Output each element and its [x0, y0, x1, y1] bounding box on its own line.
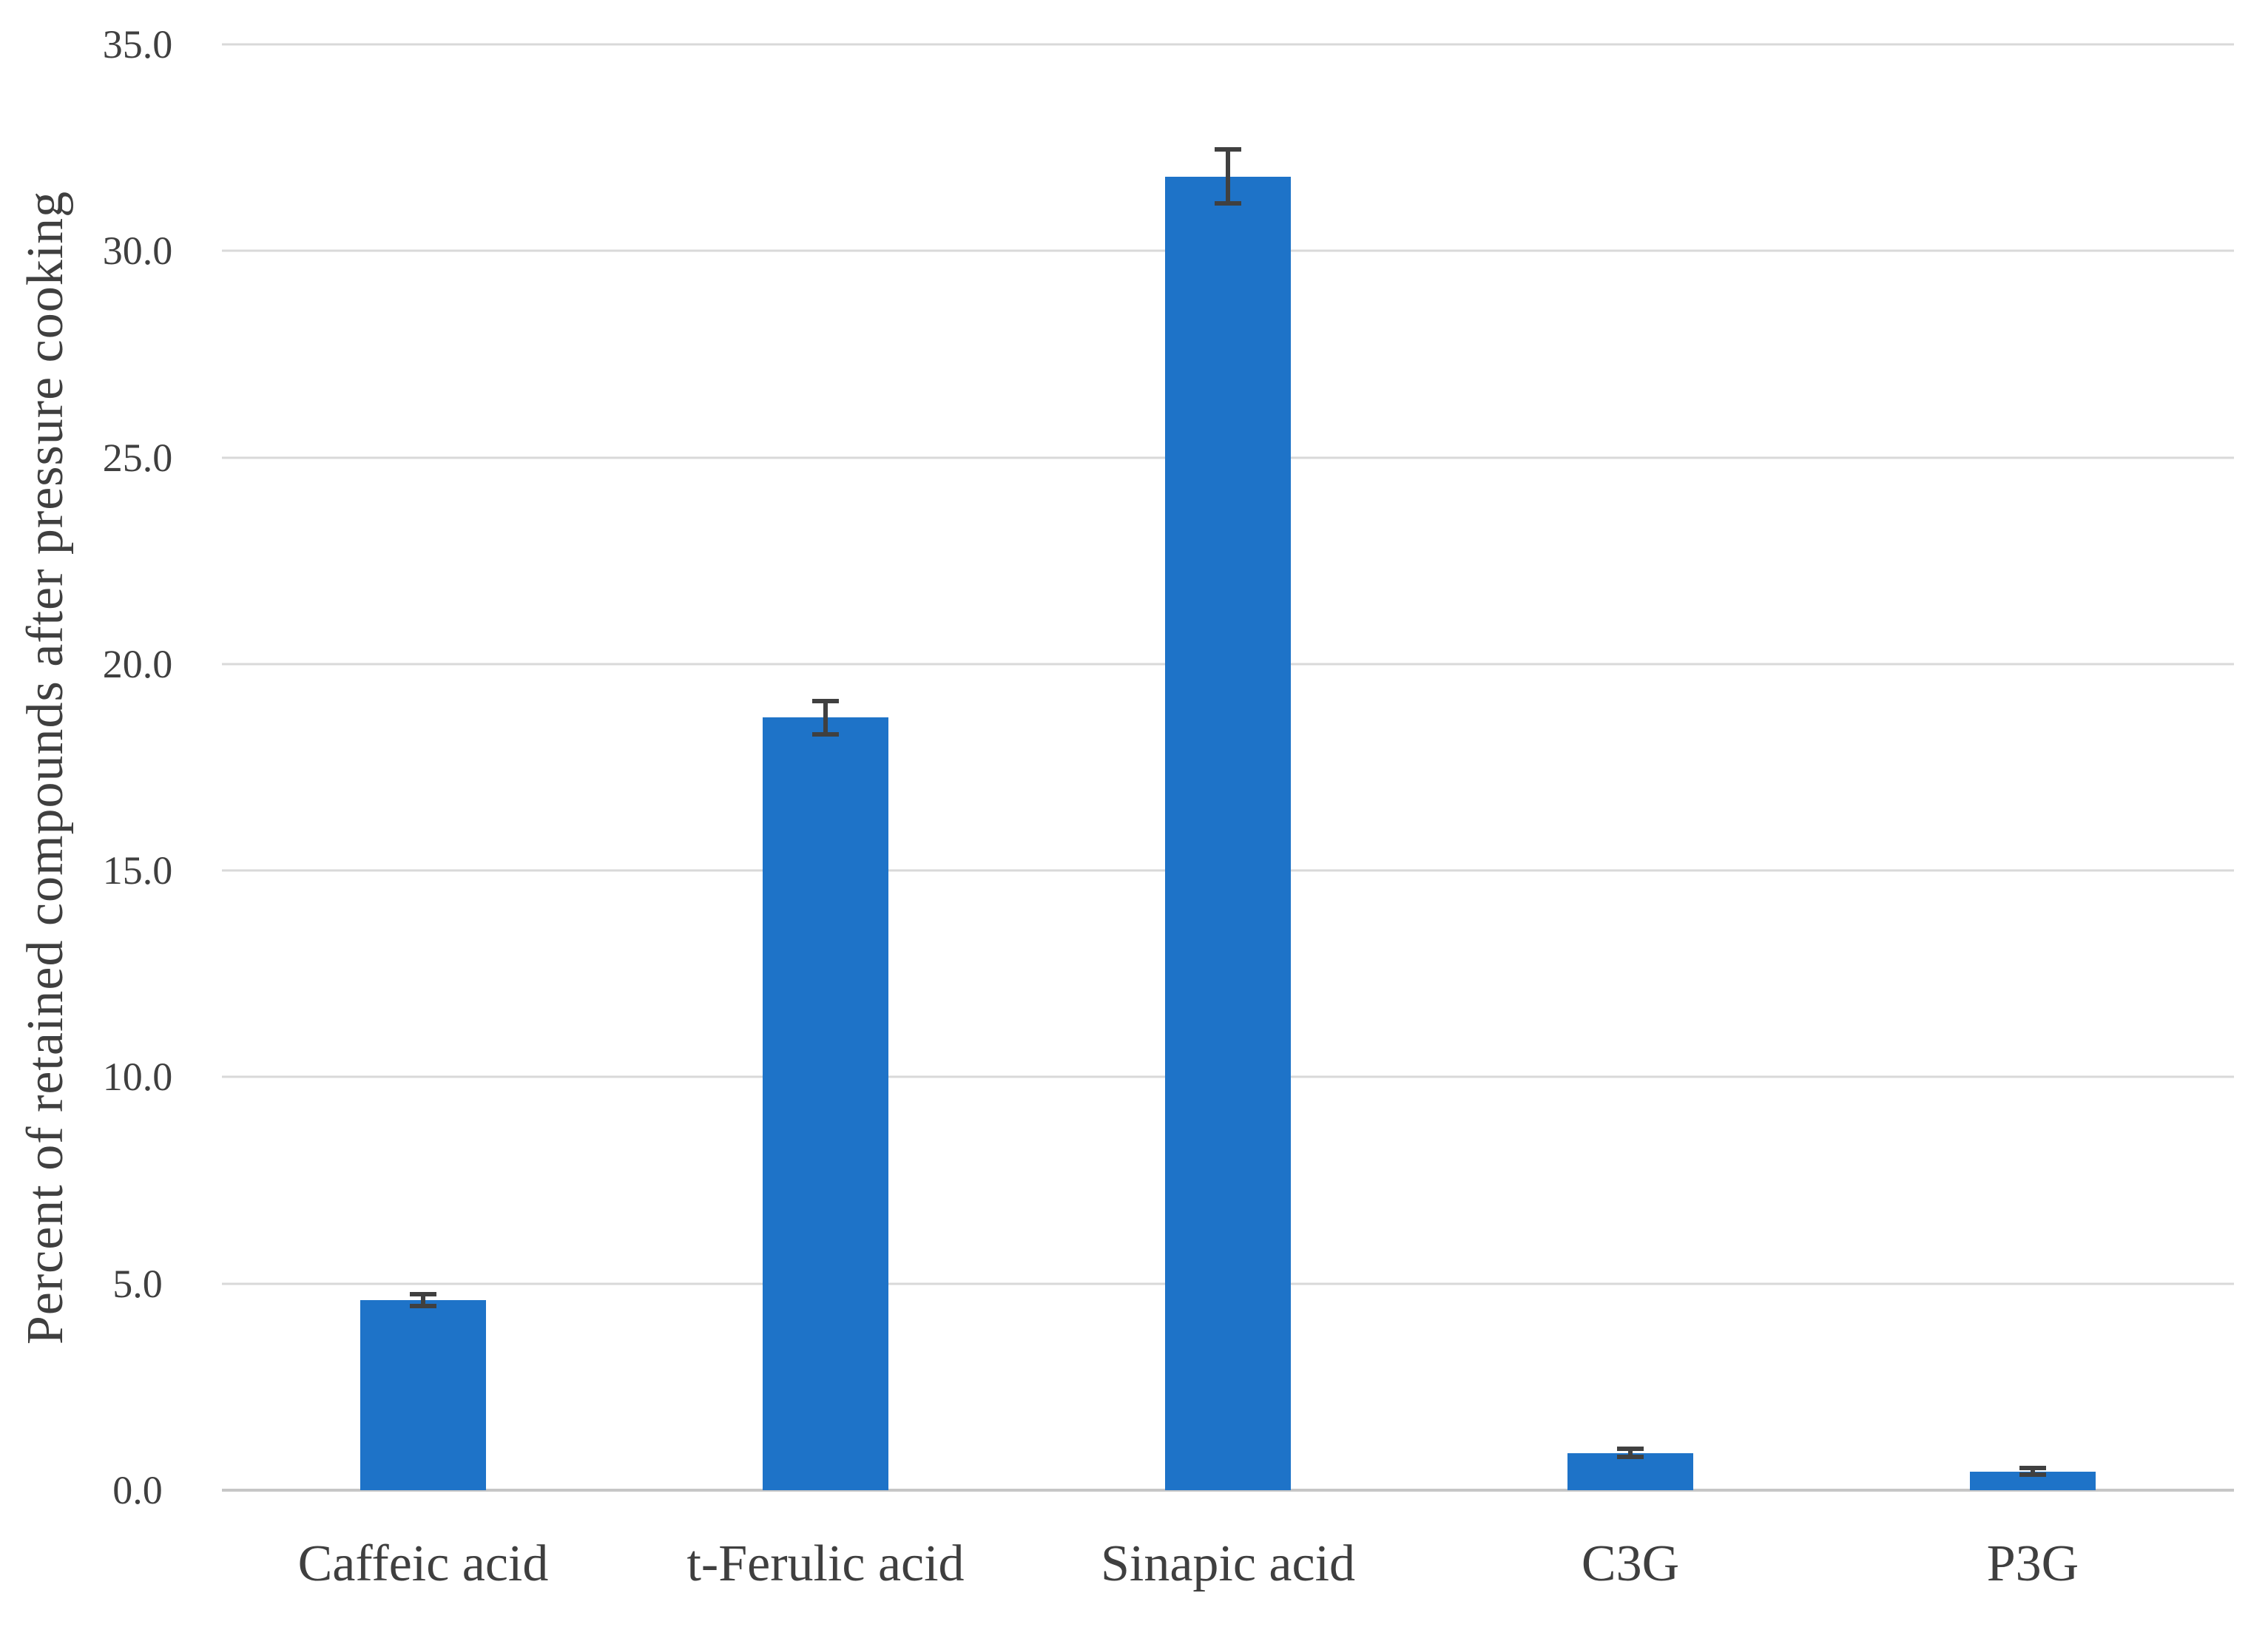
bar-t-ferulic-acid — [763, 717, 888, 1490]
y-tick-label-25.0: 25.0 — [102, 435, 173, 480]
x-category-label-t-ferulic-acid: t-Ferulic acid — [686, 1535, 965, 1592]
error-bar-cap-top-p3g — [2019, 1466, 2046, 1471]
error-bar-cap-bottom-caffeic-acid — [410, 1304, 436, 1309]
x-axis-baseline — [222, 1489, 2234, 1492]
plot-area — [222, 43, 2234, 1492]
x-category-label-p3g: P3G — [1986, 1535, 2079, 1592]
bar-slot-caffeic-acid — [222, 44, 624, 1490]
y-tick-label-35.0: 35.0 — [102, 22, 173, 67]
y-tick-label-20.0: 20.0 — [102, 641, 173, 686]
bar-slot-sinapic-acid — [1027, 44, 1429, 1490]
error-bar-c3g — [1628, 1449, 1633, 1458]
bar-slot-t-ferulic-acid — [624, 44, 1027, 1490]
error-bar-t-ferulic-acid — [823, 701, 828, 734]
bar-slot-p3g — [1832, 44, 2234, 1490]
gridline — [222, 43, 2234, 46]
error-bar-cap-top-sinapic-acid — [1215, 147, 1241, 152]
bar-slot-c3g — [1429, 44, 1832, 1490]
y-tick-label-30.0: 30.0 — [102, 229, 173, 274]
error-bar-p3g — [2031, 1468, 2035, 1475]
error-bar-cap-bottom-c3g — [1617, 1455, 1644, 1460]
bar-caffeic-acid — [360, 1300, 486, 1490]
y-tick-label-10.0: 10.0 — [102, 1055, 173, 1100]
error-bar-sinapic-acid — [1226, 149, 1230, 204]
error-bar-caffeic-acid — [421, 1293, 425, 1307]
error-bar-cap-top-c3g — [1617, 1447, 1644, 1452]
y-axis-ticks: 0.0 5.0 10.0 15.0 20.0 25.0 30.0 35.0 — [0, 24, 222, 1510]
bar-sinapic-acid — [1165, 176, 1291, 1490]
x-category-label-caffeic-acid: Caffeic acid — [297, 1535, 549, 1592]
bars — [222, 44, 2234, 1490]
y-tick-label-15.0: 15.0 — [102, 848, 173, 893]
error-bar-cap-bottom-p3g — [2019, 1472, 2046, 1478]
y-tick-label-0.0: 0.0 — [112, 1468, 163, 1512]
error-bar-cap-top-caffeic-acid — [410, 1291, 436, 1296]
x-category-label-c3g: C3G — [1581, 1535, 1680, 1592]
x-category-label-sinapic-acid: Sinapic acid — [1100, 1535, 1356, 1592]
y-tick-label-5.0: 5.0 — [112, 1261, 163, 1306]
error-bar-cap-bottom-t-ferulic-acid — [812, 731, 839, 737]
error-bar-cap-top-t-ferulic-acid — [812, 699, 839, 704]
error-bar-cap-bottom-sinapic-acid — [1215, 201, 1241, 206]
x-axis-labels: Caffeic acid t-Ferulic acid Sinapic acid C3… — [222, 1538, 2234, 1590]
